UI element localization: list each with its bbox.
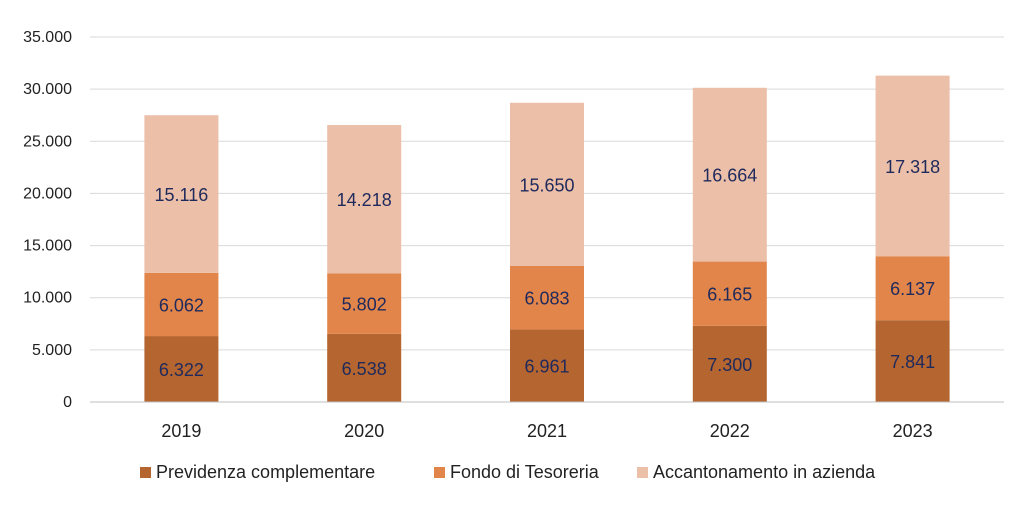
data-label: 7.300: [707, 355, 752, 375]
data-label: 17.318: [885, 157, 940, 177]
x-tick-label: 2023: [893, 421, 933, 441]
y-tick-label: 10.000: [23, 290, 72, 307]
legend: Previdenza complementare Fondo di Tesorer…: [140, 462, 876, 482]
y-tick-label: 25.000: [23, 133, 72, 150]
legend-label: Previdenza complementare: [156, 462, 375, 482]
legend-swatch: [434, 467, 445, 478]
bar-segment: [510, 265, 584, 330]
bar-segment: [144, 115, 219, 273]
data-label: 6.083: [524, 289, 569, 309]
y-axis: 0 5.000 10.000 15.000 20.000 25.000 30.000 35.0…: [23, 29, 72, 411]
legend-swatch: [637, 467, 648, 478]
legend-label: Fondo di Tesoreria: [450, 462, 600, 482]
y-tick-label: 30.000: [23, 81, 72, 98]
bar-segment: [692, 261, 767, 326]
data-labels: 6.322 6.062 15.116 6.538 5.802 14.218 6.961 6.0…: [155, 157, 941, 380]
bar-segment: [875, 256, 950, 321]
x-tick-label: 2021: [527, 421, 567, 441]
bar-segment: [692, 325, 767, 402]
data-label: 6.322: [159, 360, 204, 380]
data-label: 6.165: [707, 285, 752, 305]
bar-segment: [327, 333, 402, 402]
data-label: 6.062: [159, 295, 204, 315]
y-tick-label: 5.000: [32, 342, 72, 359]
legend-swatch: [140, 467, 151, 478]
x-tick-label: 2020: [344, 421, 384, 441]
bar-segment: [875, 320, 950, 402]
data-label: 7.841: [890, 352, 935, 372]
bar-segment: [144, 272, 219, 337]
y-tick-label: 15.000: [23, 238, 72, 255]
data-label: 15.116: [155, 185, 209, 205]
data-label: 14.218: [337, 190, 392, 210]
data-label: 15.650: [519, 175, 574, 195]
data-label: 6.961: [524, 357, 569, 377]
x-tick-label: 2019: [161, 421, 201, 441]
bar-segment: [875, 75, 950, 257]
data-label: 16.664: [702, 166, 757, 186]
data-label: 6.137: [890, 279, 935, 299]
y-tick-label: 20.000: [23, 185, 72, 202]
data-label: 6.538: [342, 359, 387, 379]
bars: [144, 75, 950, 402]
bar-segment: [510, 329, 584, 402]
bar-segment: [692, 87, 767, 262]
y-tick-label: 0: [63, 394, 72, 411]
x-tick-label: 2022: [710, 421, 750, 441]
bar-segment: [144, 336, 219, 402]
legend-label: Accantonamento in azienda: [653, 462, 876, 482]
data-label: 5.802: [342, 295, 387, 315]
y-tick-label: 35.000: [23, 29, 72, 46]
x-axis: 2019 2020 2021 2022 2023: [90, 401, 1004, 441]
bar-segment: [327, 125, 402, 274]
bar-segment: [510, 102, 584, 266]
bar-segment: [327, 273, 402, 334]
